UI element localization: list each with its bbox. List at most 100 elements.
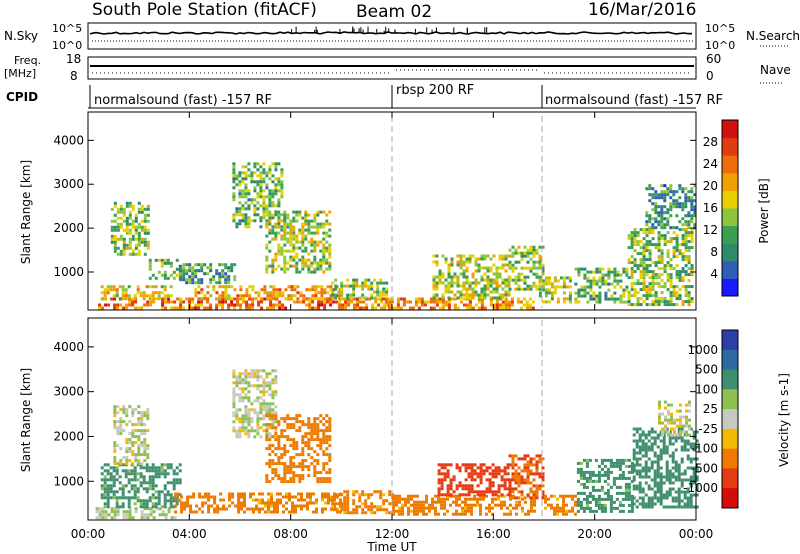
range-gate-cell [677,466,681,470]
range-gate-cell [127,502,131,506]
range-gate-cell [301,228,305,232]
range-gate-cell [292,249,296,253]
range-gate-cell [157,294,161,298]
range-gate-cell [535,275,539,279]
range-gate-cell [598,279,602,283]
range-gate-cell [459,266,463,270]
range-gate-cell [483,290,487,294]
range-gate-cell [651,228,655,232]
range-gate-cell [315,510,318,514]
range-gate-cell [388,490,392,494]
range-gate-cell [407,506,410,510]
range-gate-cell [574,300,578,304]
range-gate-cell [237,492,241,496]
range-gate-cell [417,297,421,301]
range-gate-cell [249,507,252,511]
range-gate-cell [510,300,514,304]
range-gate-cell [283,219,287,223]
range-gate-cell [494,493,498,497]
range-gate-cell [246,507,249,511]
velocity-colorbar-swatch [722,409,738,430]
range-gate-cell [254,297,258,301]
range-gate-cell [410,494,413,498]
range-gate-cell [509,497,512,501]
range-gate-cell [616,273,620,277]
range-gate-cell [595,282,599,286]
range-gate-cell [503,469,507,473]
range-gate-cell [585,476,589,480]
range-gate-cell [283,210,287,214]
range-gate-cell [511,266,515,270]
range-gate-cell [627,297,631,301]
range-gate-cell [597,506,601,510]
range-gate-cell [488,484,492,488]
range-gate-cell [140,414,144,418]
range-gate-cell [500,484,504,488]
range-gate-cell [235,408,239,412]
range-gate-cell [660,252,664,256]
range-gate-cell [547,279,551,283]
range-gate-cell [630,282,634,286]
range-gate-cell [639,303,643,307]
range-gate-cell [666,211,670,215]
range-gate-cell [169,496,173,500]
range-gate-cell [455,487,459,491]
range-gate-cell [349,511,353,515]
range-gate-cell [401,509,404,513]
range-gate-cell [479,472,483,476]
range-gate-cell [157,496,161,500]
range-gate-cell [532,266,536,270]
range-gate-cell [292,477,296,481]
range-gate-cell [322,237,326,241]
range-gate-cell [434,494,437,498]
range-gate-cell [440,493,444,497]
range-gate-cell [407,512,410,516]
range-gate-cell [231,492,235,496]
range-gate-cell [688,403,691,407]
range-gate-cell [692,448,696,452]
range-gate-cell [274,186,278,190]
range-gate-cell [347,300,351,304]
range-gate-cell [304,258,308,262]
range-gate-cell [325,213,329,217]
range-gate-cell [678,243,682,247]
range-gate-cell [140,411,144,415]
range-gate-cell [486,254,490,258]
range-gate-cell [641,502,645,506]
range-gate-cell [113,219,117,223]
range-gate-cell [241,387,245,391]
range-gate-cell [285,507,288,511]
range-gate-cell [692,442,696,446]
range-gate-cell [607,297,611,301]
range-gate-cell [313,246,317,250]
range-gate-cell [647,430,651,434]
range-gate-cell [316,243,320,247]
range-gate-cell [300,492,303,496]
range-gate-cell [121,285,125,289]
range-gate-cell [550,291,554,295]
range-gate-cell [160,490,164,494]
range-gate-cell [262,213,266,217]
range-gate-cell [647,505,651,509]
range-gate-cell [121,469,125,473]
range-gate-cell [298,426,302,430]
range-gate-cell [538,257,542,261]
range-gate-cell [657,223,661,227]
range-gate-cell [645,264,649,268]
range-gate-cell [681,234,685,238]
range-gate-cell [642,276,646,280]
range-gate-cell [274,390,278,394]
range-gate-cell [238,183,242,187]
range-gate-cell [316,261,320,265]
velocity-colorbar-tick: 1000 [687,343,718,357]
range-gate-cell [479,475,483,479]
range-gate-cell [651,285,655,289]
range-gate-cell [247,429,251,433]
range-gate-cell [636,291,640,295]
range-gate-cell [443,475,447,479]
range-gate-cell [320,291,324,295]
range-gate-cell [443,493,447,497]
range-gate-cell [125,219,129,223]
range-gate-cell [419,506,422,510]
range-gate-cell [660,249,664,253]
